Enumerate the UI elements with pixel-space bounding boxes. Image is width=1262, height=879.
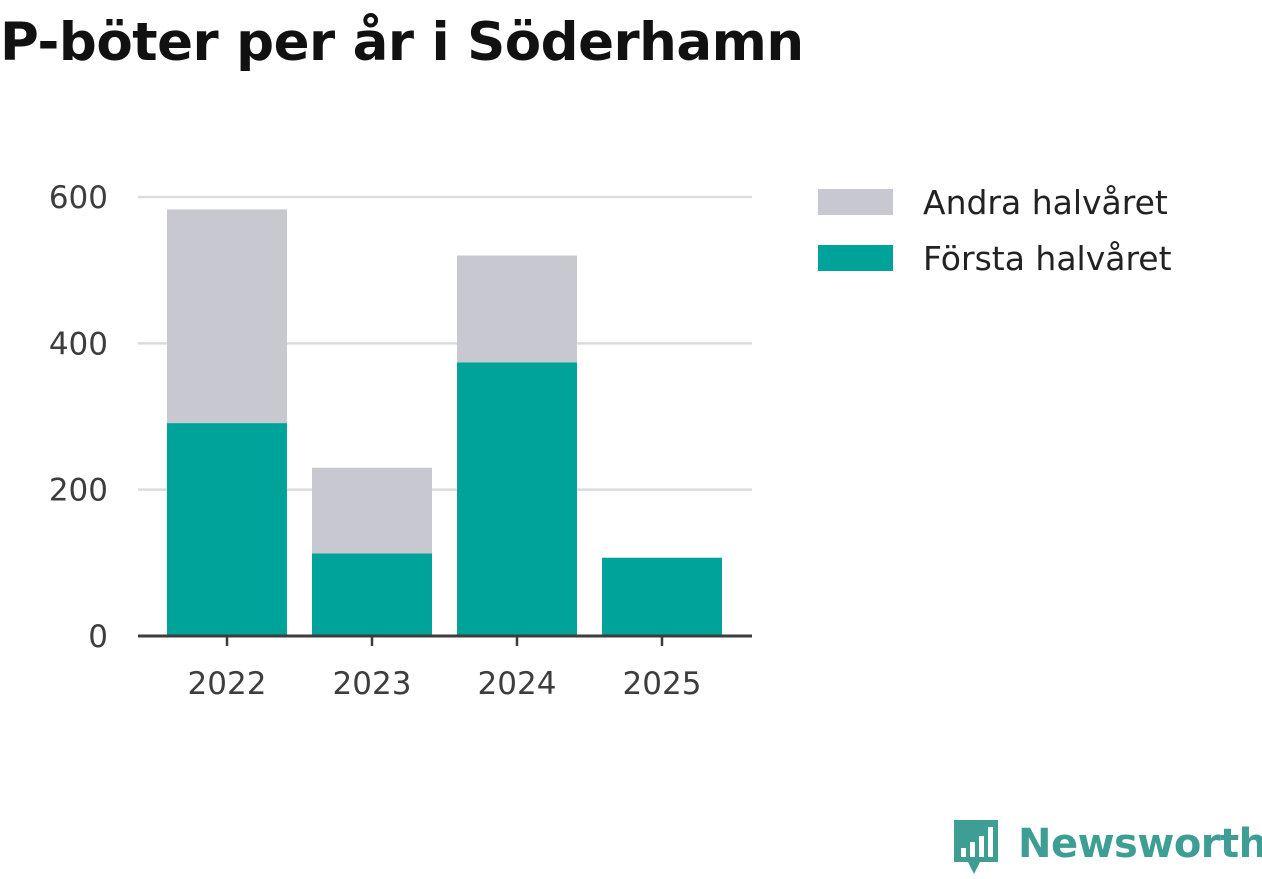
newsworthy-logo-icon bbox=[954, 820, 998, 874]
bar-2022-andra bbox=[167, 209, 287, 424]
y-tick-label-400: 400 bbox=[49, 326, 108, 362]
bar-2024-andra bbox=[457, 255, 577, 363]
y-tick-label-0: 0 bbox=[88, 619, 108, 655]
y-tick-label-600: 600 bbox=[49, 180, 108, 216]
x-axis bbox=[138, 634, 752, 646]
x-tick-labels: 2022 2023 2024 2025 bbox=[188, 666, 702, 702]
bars bbox=[167, 209, 722, 636]
bar-2025-forsta bbox=[602, 557, 722, 636]
y-tick-label-200: 200 bbox=[49, 473, 108, 509]
legend: Andra halvåret Första halvåret bbox=[818, 183, 1172, 278]
x-tick-label-2025: 2025 bbox=[623, 666, 702, 702]
bar-2022-forsta bbox=[167, 423, 287, 636]
chart-title: P-böter per år i Söderhamn bbox=[0, 12, 804, 73]
legend-label-forsta: Första halvåret bbox=[923, 239, 1172, 278]
legend-swatch-andra bbox=[818, 189, 893, 215]
brand-name: Newsworthy bbox=[1018, 821, 1262, 867]
y-axis: 0 200 400 600 bbox=[49, 180, 108, 655]
newsworthy-brand: Newsworthy bbox=[950, 816, 1262, 876]
bar-2023-forsta bbox=[312, 553, 432, 636]
x-tick-label-2023: 2023 bbox=[333, 666, 412, 702]
legend-swatch-forsta bbox=[818, 245, 893, 271]
bar-2024-forsta bbox=[457, 362, 577, 636]
x-tick-label-2022: 2022 bbox=[188, 666, 267, 702]
bar-2023-andra bbox=[312, 467, 432, 554]
legend-label-andra: Andra halvåret bbox=[923, 183, 1168, 222]
x-tick-label-2024: 2024 bbox=[478, 666, 557, 702]
